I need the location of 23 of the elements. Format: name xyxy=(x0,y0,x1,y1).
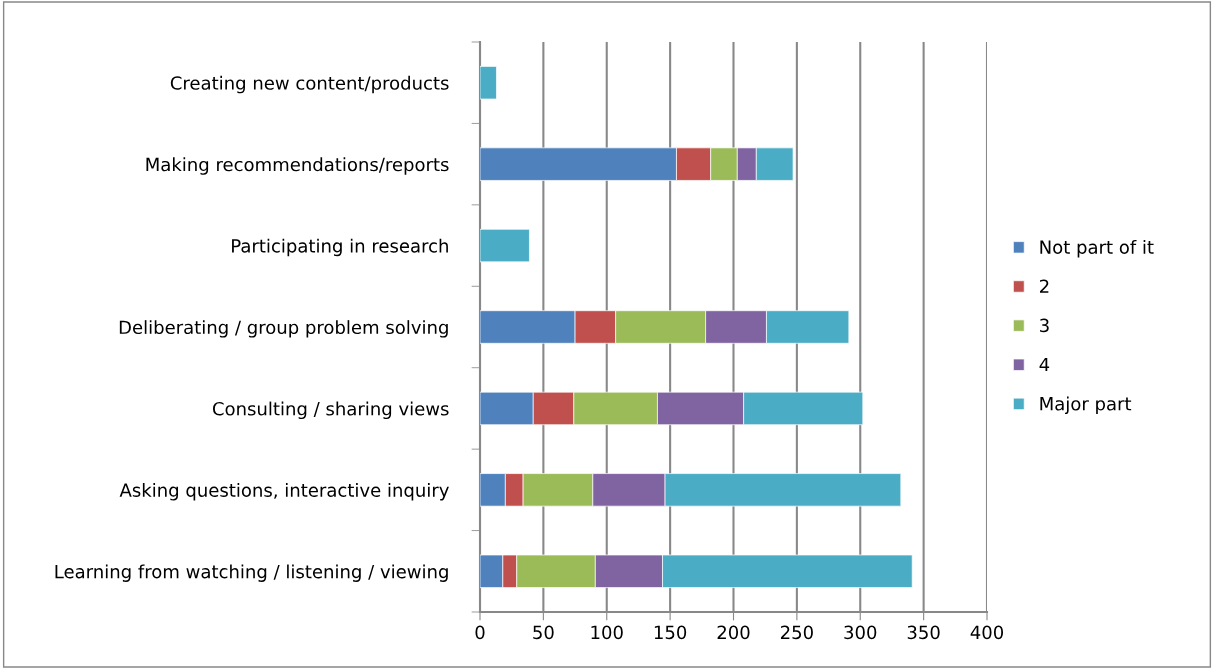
x-tick-label: 100 xyxy=(591,625,623,640)
legend-label: 4 xyxy=(1039,357,1050,372)
legend-label: 2 xyxy=(1039,279,1049,293)
bar xyxy=(480,228,530,263)
x-tick-label: 50 xyxy=(533,625,554,640)
x-tick-label: 300 xyxy=(844,625,877,640)
x-tick-label: 250 xyxy=(780,625,813,640)
y-tick-label: Creating new content/products xyxy=(170,75,449,94)
y-tick-label: Asking questions, interactive inquiry xyxy=(119,483,449,501)
legend-label: Not part of it xyxy=(1040,239,1154,258)
legend-label: Major part xyxy=(1040,396,1132,415)
legend-label: 3 xyxy=(1040,318,1049,333)
y-tick-label: Making recommendations/reports xyxy=(146,157,449,175)
x-tick-label: 400 xyxy=(970,625,1004,640)
x-tick-label: 350 xyxy=(907,625,940,640)
y-tick-label: Participating in research xyxy=(232,238,448,257)
y-tick-label: Consulting / sharing views xyxy=(212,401,449,420)
bar xyxy=(480,66,497,100)
x-tick-label: 0 xyxy=(475,625,485,640)
x-tick-label: 150 xyxy=(654,625,687,640)
y-tick-label: Deliberating / group problem solving xyxy=(119,320,448,338)
x-tick-label: 200 xyxy=(717,625,750,640)
y-tick-label: Learning from watching / listening / viewing xyxy=(55,564,448,582)
